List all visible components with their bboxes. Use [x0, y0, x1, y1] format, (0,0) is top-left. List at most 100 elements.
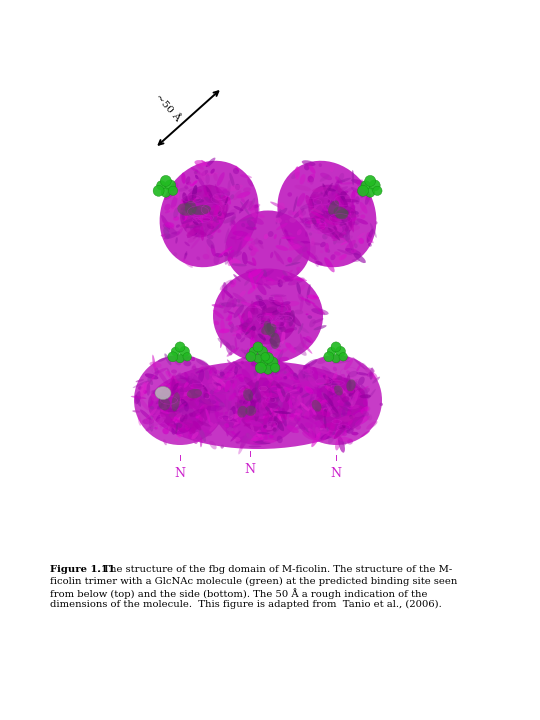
Ellipse shape — [317, 358, 328, 364]
Ellipse shape — [202, 432, 212, 436]
Ellipse shape — [311, 203, 321, 208]
Ellipse shape — [203, 390, 207, 398]
Ellipse shape — [258, 309, 272, 320]
Ellipse shape — [174, 182, 178, 188]
Ellipse shape — [268, 416, 272, 425]
Ellipse shape — [255, 387, 261, 403]
Ellipse shape — [333, 235, 338, 245]
Ellipse shape — [270, 398, 275, 402]
Ellipse shape — [312, 367, 318, 380]
Ellipse shape — [163, 228, 170, 239]
Ellipse shape — [285, 277, 292, 281]
Ellipse shape — [277, 436, 283, 444]
Ellipse shape — [295, 409, 302, 415]
Ellipse shape — [324, 257, 335, 272]
Ellipse shape — [339, 217, 348, 227]
Ellipse shape — [304, 359, 318, 368]
Ellipse shape — [351, 390, 359, 407]
Ellipse shape — [352, 408, 364, 415]
Ellipse shape — [177, 187, 189, 192]
Circle shape — [327, 347, 336, 356]
Ellipse shape — [271, 324, 282, 333]
Ellipse shape — [194, 224, 199, 231]
Ellipse shape — [293, 347, 297, 350]
Ellipse shape — [173, 207, 179, 218]
Ellipse shape — [172, 383, 179, 391]
Ellipse shape — [143, 390, 147, 394]
Ellipse shape — [205, 390, 208, 400]
Ellipse shape — [235, 232, 243, 239]
Ellipse shape — [249, 272, 255, 289]
Ellipse shape — [138, 415, 141, 426]
Ellipse shape — [164, 354, 171, 365]
Ellipse shape — [217, 213, 230, 220]
Ellipse shape — [253, 301, 266, 306]
Ellipse shape — [208, 203, 222, 210]
Ellipse shape — [257, 436, 261, 441]
Ellipse shape — [241, 313, 245, 318]
Ellipse shape — [173, 216, 179, 221]
Ellipse shape — [351, 208, 355, 212]
Ellipse shape — [193, 229, 206, 239]
Ellipse shape — [186, 222, 194, 233]
Ellipse shape — [226, 253, 233, 260]
Ellipse shape — [290, 383, 301, 388]
Ellipse shape — [359, 238, 364, 244]
Ellipse shape — [240, 174, 252, 179]
Ellipse shape — [296, 386, 302, 392]
Ellipse shape — [339, 386, 347, 396]
Ellipse shape — [344, 191, 348, 193]
Ellipse shape — [206, 394, 210, 397]
Ellipse shape — [213, 217, 220, 225]
Ellipse shape — [279, 314, 285, 319]
Ellipse shape — [183, 201, 192, 205]
Ellipse shape — [249, 198, 255, 210]
Ellipse shape — [211, 391, 228, 395]
Ellipse shape — [203, 420, 206, 424]
Ellipse shape — [307, 294, 319, 300]
Ellipse shape — [256, 436, 262, 442]
Ellipse shape — [263, 344, 275, 351]
Ellipse shape — [213, 382, 221, 386]
Ellipse shape — [184, 414, 187, 422]
Ellipse shape — [224, 423, 229, 428]
Ellipse shape — [166, 423, 182, 431]
Ellipse shape — [211, 168, 215, 174]
Ellipse shape — [202, 404, 207, 408]
Ellipse shape — [345, 204, 350, 215]
Ellipse shape — [192, 180, 198, 185]
Ellipse shape — [288, 243, 304, 251]
Ellipse shape — [328, 228, 340, 240]
Ellipse shape — [338, 401, 344, 407]
Circle shape — [267, 357, 278, 368]
Ellipse shape — [272, 423, 284, 436]
Ellipse shape — [260, 275, 275, 282]
Ellipse shape — [280, 279, 286, 285]
Ellipse shape — [333, 226, 338, 230]
Ellipse shape — [324, 383, 338, 385]
Ellipse shape — [291, 409, 298, 420]
Ellipse shape — [219, 302, 225, 309]
Ellipse shape — [199, 399, 217, 405]
Ellipse shape — [354, 381, 357, 386]
Ellipse shape — [235, 439, 241, 443]
Ellipse shape — [279, 295, 287, 300]
Ellipse shape — [262, 312, 266, 315]
Ellipse shape — [271, 326, 274, 330]
Ellipse shape — [332, 233, 337, 238]
Ellipse shape — [180, 395, 190, 402]
Ellipse shape — [312, 415, 324, 420]
Ellipse shape — [225, 250, 229, 255]
Ellipse shape — [361, 387, 370, 394]
Ellipse shape — [360, 431, 370, 438]
Ellipse shape — [285, 220, 288, 222]
Ellipse shape — [188, 431, 192, 438]
Ellipse shape — [248, 394, 255, 408]
Ellipse shape — [296, 384, 301, 389]
Ellipse shape — [200, 437, 202, 447]
Ellipse shape — [322, 411, 330, 417]
Ellipse shape — [305, 218, 311, 228]
Ellipse shape — [198, 177, 205, 186]
Ellipse shape — [278, 392, 289, 405]
Ellipse shape — [235, 166, 239, 171]
